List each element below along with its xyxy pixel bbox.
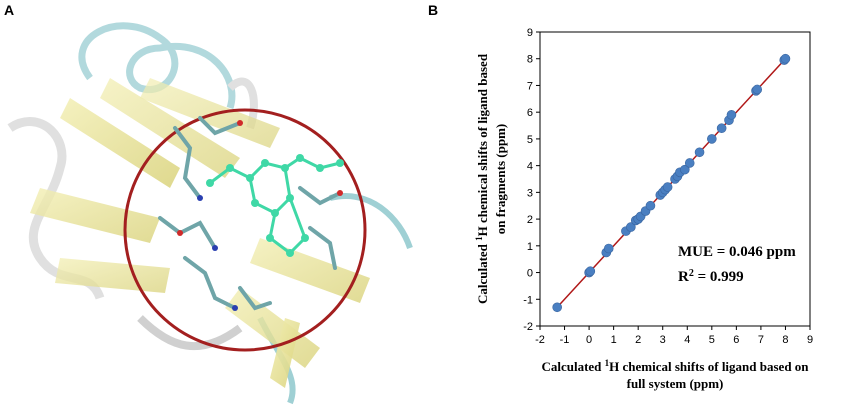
- data-point: [684, 158, 695, 168]
- panel-a-label: A: [4, 2, 15, 18]
- r2-annotation: R2 = 0.999: [678, 268, 744, 286]
- x-tick-label: 4: [684, 334, 690, 346]
- x-axis-title-line-1: Calculated 1H chemical shifts of ligand …: [541, 358, 809, 374]
- x-tick-label: 2: [635, 334, 641, 346]
- fit-line: [556, 58, 787, 308]
- data-point: [780, 53, 791, 64]
- plot-frame: [539, 31, 811, 327]
- y-tick-label: -1: [523, 294, 533, 306]
- data-point: [552, 302, 562, 313]
- data-point: [716, 123, 727, 134]
- mue-annotation: MUE = 0.046 ppm: [678, 244, 796, 260]
- data-point: [707, 134, 717, 144]
- data-point: [603, 243, 614, 254]
- data-point: [585, 266, 596, 277]
- y-axis-title-line-1: Calculated 1H chemical shifts of ligand …: [474, 53, 490, 304]
- x-axis-title-line-2: full system (ppm): [627, 376, 724, 391]
- y-tick-label: 3: [527, 187, 533, 199]
- y-tick-label: 0: [527, 268, 533, 280]
- x-tick-label: 1: [611, 334, 617, 346]
- scatter-chart: -2 -1 0 1 2 3 4 5 6 7 8 9 -2 -1 0 1 2 3 4 5 6 7 8 9 MUE = 0.04…: [474, 27, 813, 391]
- protein-ligand-structure-image: [7, 22, 413, 405]
- y-tick-label: 7: [527, 80, 533, 92]
- data-point: [680, 164, 690, 175]
- y-tick-label: 2: [527, 214, 533, 226]
- x-tick-label: 8: [782, 334, 788, 346]
- data-point: [694, 147, 705, 158]
- y-axis-title-line-2: on fragments (ppm): [493, 124, 508, 235]
- x-tick-label: -2: [535, 334, 545, 346]
- y-tick-label: 8: [527, 54, 533, 66]
- data-point: [752, 84, 763, 95]
- data-point: [726, 110, 737, 120]
- x-tick-label: 7: [758, 334, 764, 346]
- x-tick-label: 9: [807, 334, 813, 346]
- y-tick-label: 6: [527, 107, 533, 119]
- panel-b-label: B: [428, 2, 439, 18]
- y-tick-label: 1: [527, 241, 533, 253]
- x-tick-label: 5: [709, 334, 715, 346]
- data-point: [662, 182, 673, 192]
- x-tick-label: 0: [586, 334, 592, 346]
- y-tick-label: 5: [527, 134, 533, 146]
- y-tick-label: -2: [523, 321, 533, 333]
- x-tick-label: 3: [660, 334, 666, 346]
- x-tick-label: -1: [560, 334, 570, 346]
- x-tick-label: 6: [733, 334, 739, 346]
- data-point: [626, 222, 636, 232]
- data-point: [645, 200, 656, 211]
- y-tick-label: 4: [527, 161, 533, 173]
- y-tick-label: 9: [527, 27, 533, 39]
